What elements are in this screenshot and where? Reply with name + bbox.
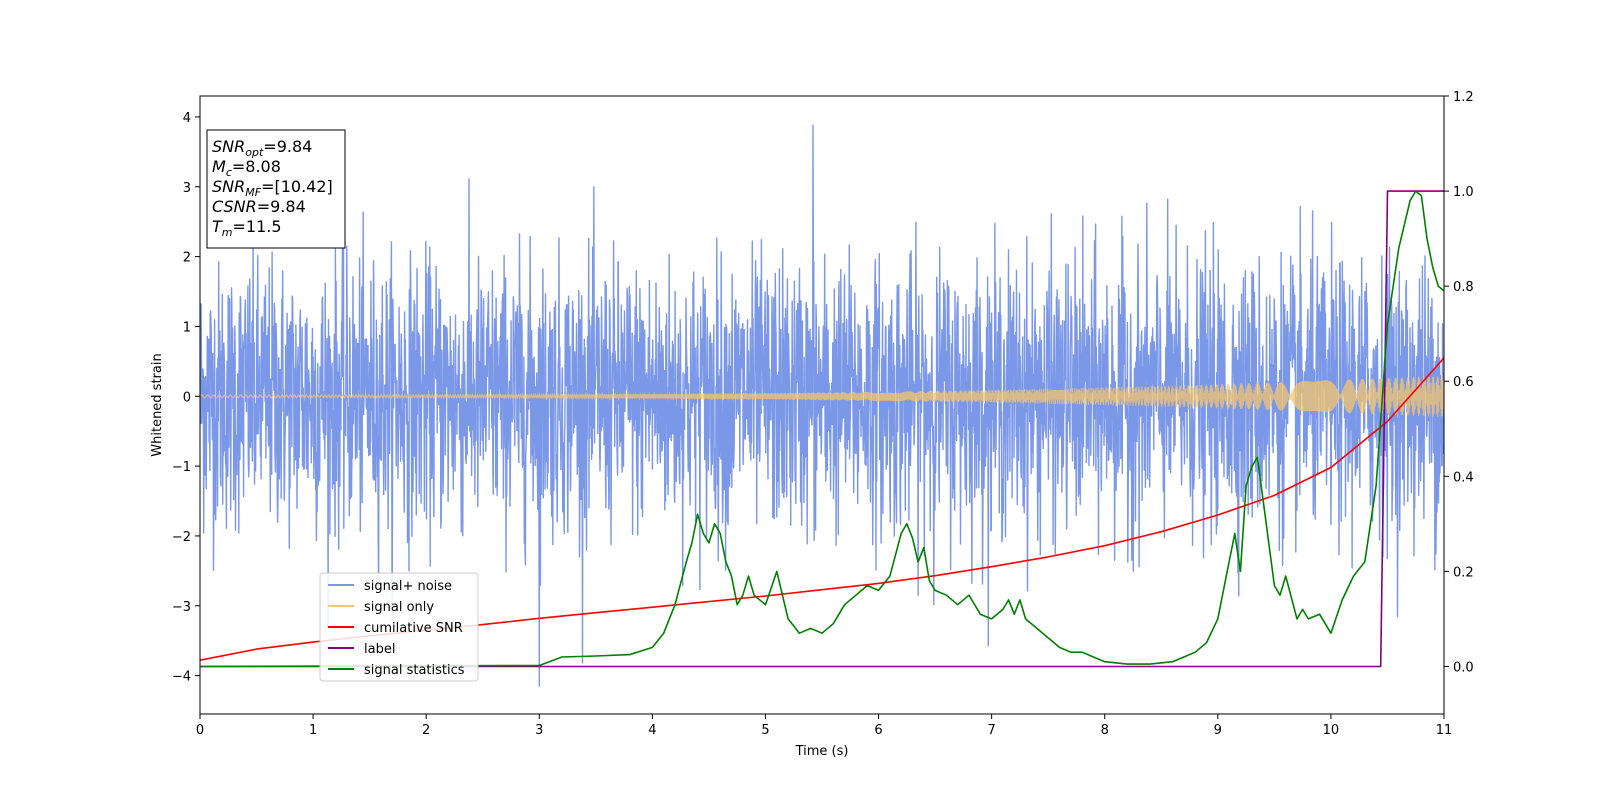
y-tick-label: −4 xyxy=(172,670,191,685)
x-tick-label: 1 xyxy=(309,723,317,738)
annotation-line: SNRopt=9.84 xyxy=(212,137,312,159)
legend-label: label xyxy=(364,642,395,657)
y-tick-label: 2 xyxy=(183,251,191,266)
annotation-line: CSNR=9.84 xyxy=(212,197,306,216)
annotation-line: Mc=8.08 xyxy=(212,157,281,179)
x-tick-label: 9 xyxy=(1214,723,1222,738)
series-signal-only xyxy=(200,375,1444,417)
x-axis: 0 1 2 3 4 5 6 7 8 9 10 11 xyxy=(196,714,1452,738)
x-tick-label: 0 xyxy=(196,723,204,738)
y2-tick-label: 0.6 xyxy=(1453,375,1474,390)
annotation-frame xyxy=(206,129,346,249)
y-axis-left: −4 −3 −2 −1 0 1 2 3 4 xyxy=(172,111,200,685)
y-tick-label: 1 xyxy=(183,320,191,335)
series-signal-noise xyxy=(200,124,1444,687)
y-axis-right: 0.0 0.2 0.4 0.6 0.8 1.0 1.2 xyxy=(1444,90,1474,675)
x-tick-label: 10 xyxy=(1323,723,1340,738)
x-tick-label: 3 xyxy=(535,723,543,738)
y-tick-label: −3 xyxy=(172,600,191,615)
y2-tick-label: 0.2 xyxy=(1453,565,1474,580)
x-tick-label: 4 xyxy=(648,723,656,738)
legend-frame xyxy=(319,572,479,682)
y-tick-label: −1 xyxy=(172,460,191,475)
y-axis-label: Whitened strain xyxy=(150,353,165,456)
x-tick-label: 8 xyxy=(1101,723,1109,738)
y2-tick-label: 0.0 xyxy=(1453,660,1474,675)
annotation-line: SNRMF=[10.42] xyxy=(212,177,333,199)
x-tick-label: 2 xyxy=(422,723,430,738)
y2-tick-label: 1.2 xyxy=(1453,90,1474,105)
y2-tick-label: 1.0 xyxy=(1453,185,1474,200)
x-tick-label: 11 xyxy=(1436,723,1453,738)
legend-label: cumilative SNR xyxy=(364,621,463,636)
legend-items: signal+ noise signal only cumilative SNR la… xyxy=(328,579,465,678)
x-axis-label: Time (s) xyxy=(795,744,849,759)
legend-label: signal only xyxy=(364,600,434,615)
annotation-lines: SNRopt=9.84Mc=8.08SNRMF=[10.42]CSNR=9.84… xyxy=(212,137,333,239)
annotation-box: SNRopt=9.84Mc=8.08SNRMF=[10.42]CSNR=9.84… xyxy=(206,129,346,249)
y2-tick-label: 0.4 xyxy=(1453,470,1474,485)
legend-label: signal+ noise xyxy=(364,579,452,594)
legend-label: signal statistics xyxy=(364,663,465,678)
annotation-line: Tm=11.5 xyxy=(212,217,282,239)
y2-tick-label: 0.8 xyxy=(1453,280,1474,295)
plot-frame xyxy=(199,95,1445,715)
series-signal-statistics xyxy=(200,190,1444,668)
legend: signal+ noise signal only cumilative SNR la… xyxy=(319,572,479,682)
y-tick-label: −2 xyxy=(172,530,191,545)
x-tick-label: 5 xyxy=(761,723,769,738)
y-tick-label: 0 xyxy=(183,390,191,405)
x-tick-label: 6 xyxy=(874,723,882,738)
x-tick-label: 7 xyxy=(987,723,995,738)
y-tick-label: 4 xyxy=(183,111,191,126)
y-tick-label: 3 xyxy=(183,181,191,196)
